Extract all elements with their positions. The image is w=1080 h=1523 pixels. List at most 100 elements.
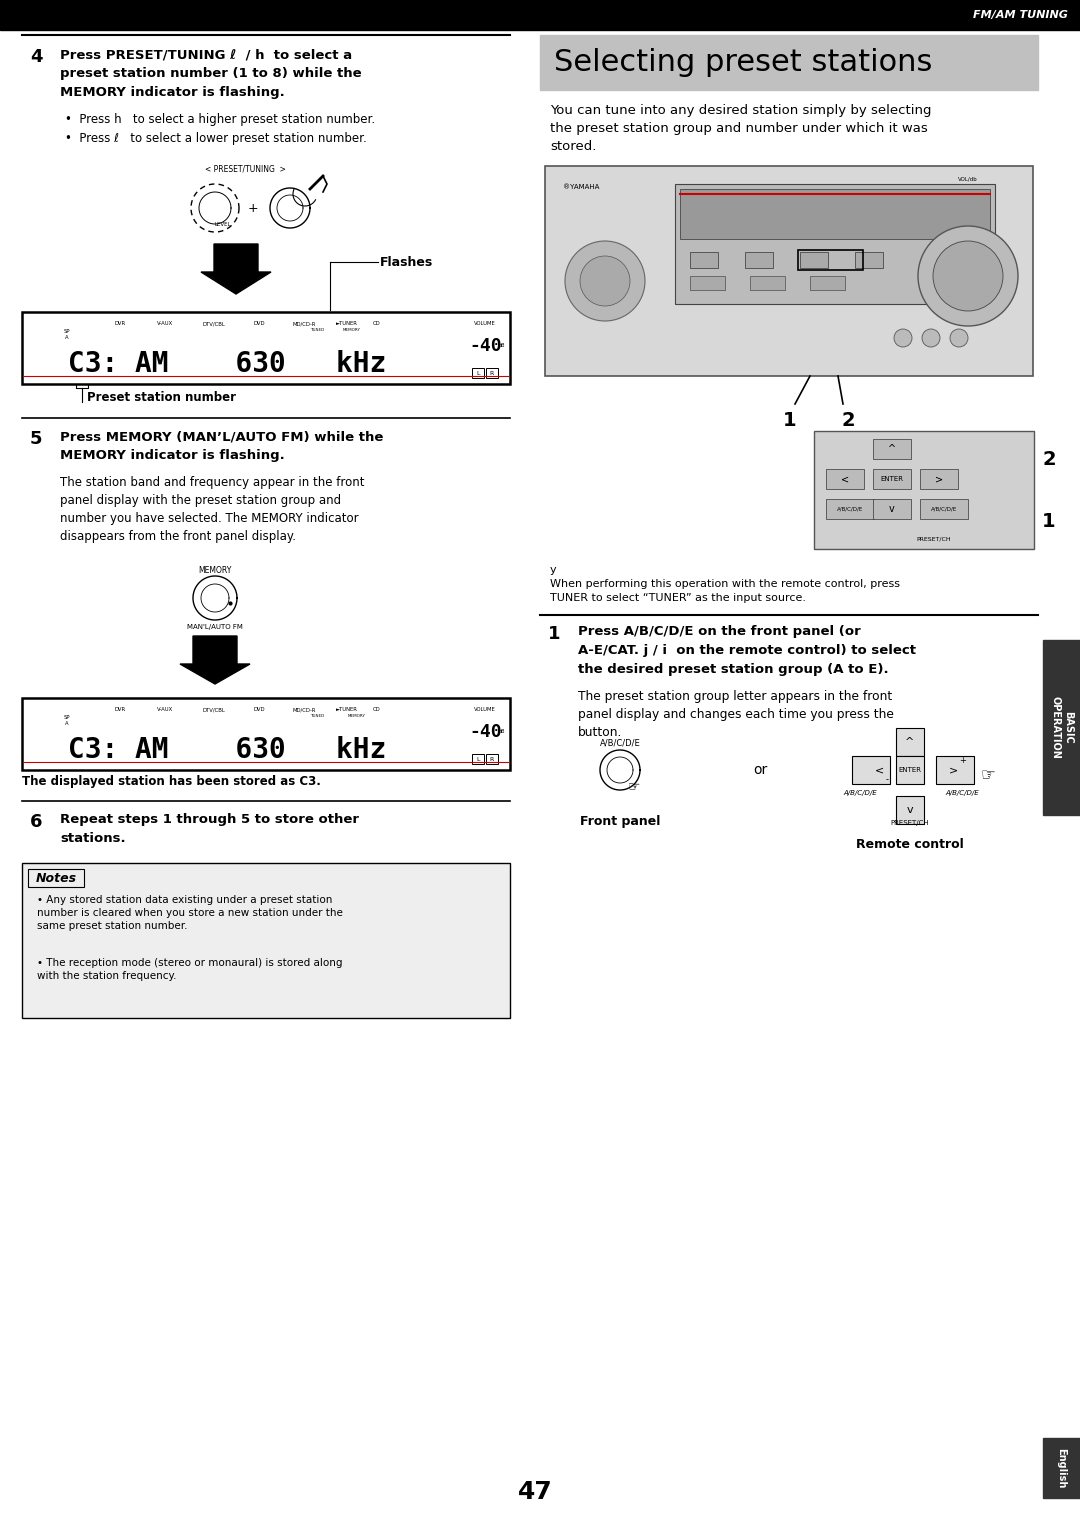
Text: The displayed station has been stored as C3.: The displayed station has been stored as… — [22, 775, 321, 787]
Text: A/B/C/D/E: A/B/C/D/E — [843, 790, 877, 797]
Text: DTV/CBL: DTV/CBL — [203, 321, 226, 326]
Bar — [814, 431, 1034, 548]
Text: BASIC
OPERATION: BASIC OPERATION — [1050, 696, 1072, 758]
Circle shape — [922, 329, 940, 347]
Bar — [920, 469, 958, 489]
Bar — [800, 251, 828, 268]
Text: 1: 1 — [783, 411, 797, 429]
Text: DVR: DVR — [114, 707, 125, 711]
Bar — [896, 755, 924, 784]
Text: VOLUME: VOLUME — [474, 707, 496, 711]
Text: stored.: stored. — [550, 140, 596, 152]
Text: V-AUX: V-AUX — [157, 321, 173, 326]
Text: v: v — [907, 806, 914, 815]
Text: A/B/C/D/E: A/B/C/D/E — [837, 507, 863, 512]
Bar — [540, 35, 1038, 90]
Text: MAN'L/AUTO FM: MAN'L/AUTO FM — [187, 624, 243, 631]
Text: v: v — [889, 504, 895, 513]
Text: L: L — [476, 370, 480, 376]
Bar — [1043, 1438, 1080, 1499]
Text: Flashes: Flashes — [380, 256, 433, 268]
Bar — [22, 864, 510, 1017]
Text: SP
A: SP A — [64, 329, 70, 340]
Bar — [0, 0, 1080, 30]
Text: MD/CD-R: MD/CD-R — [293, 321, 315, 326]
Text: A/B/C/D/E: A/B/C/D/E — [945, 790, 978, 797]
Text: -40: -40 — [470, 337, 502, 355]
Text: C3: AM    630   kHz: C3: AM 630 kHz — [68, 350, 386, 378]
Text: The preset station group letter appears in the front
panel display and changes e: The preset station group letter appears … — [578, 690, 894, 739]
Circle shape — [918, 225, 1018, 326]
Bar — [873, 439, 912, 458]
Text: <: < — [841, 474, 849, 484]
Text: PRESET/CH: PRESET/CH — [891, 819, 929, 825]
Text: 2: 2 — [1042, 449, 1055, 469]
Bar — [896, 797, 924, 824]
Bar — [22, 312, 510, 384]
Bar — [896, 728, 924, 755]
Text: 6: 6 — [30, 813, 42, 832]
Bar — [810, 276, 845, 289]
Text: ®YAMAHA: ®YAMAHA — [563, 184, 599, 190]
Text: A/B/C/D/E: A/B/C/D/E — [599, 739, 640, 746]
Text: ^: ^ — [888, 445, 896, 454]
Bar — [798, 250, 863, 270]
Text: >: > — [948, 765, 958, 775]
Text: •  Press ℓ   to select a lower preset station number.: • Press ℓ to select a lower preset stati… — [65, 133, 367, 145]
Bar — [750, 276, 785, 289]
Bar — [1043, 640, 1080, 815]
Text: A/B/C/D/E: A/B/C/D/E — [931, 507, 957, 512]
Text: ☞: ☞ — [627, 778, 640, 793]
Text: dB: dB — [499, 343, 505, 347]
Bar — [680, 189, 990, 239]
Text: •  Press h   to select a higher preset station number.: • Press h to select a higher preset stat… — [65, 113, 375, 126]
Text: DTV/CBL: DTV/CBL — [203, 707, 226, 711]
Text: When performing this operation with the remote control, press: When performing this operation with the … — [550, 579, 900, 589]
Bar — [486, 369, 498, 378]
Text: or: or — [753, 763, 767, 777]
Bar — [28, 870, 84, 886]
Text: R: R — [490, 757, 495, 762]
Text: -40: -40 — [470, 723, 502, 742]
Text: LEVEL: LEVEL — [215, 222, 231, 227]
Circle shape — [565, 241, 645, 321]
Text: • Any stored station data existing under a preset station
number is cleared when: • Any stored station data existing under… — [37, 896, 342, 932]
Text: < PRESET/TUNING  >: < PRESET/TUNING > — [204, 164, 285, 174]
Text: Repeat steps 1 through 5 to store other: Repeat steps 1 through 5 to store other — [60, 813, 359, 825]
Text: MEMORY: MEMORY — [343, 327, 361, 332]
Text: CD: CD — [374, 707, 381, 711]
Text: VOLUME: VOLUME — [474, 321, 496, 326]
Polygon shape — [180, 637, 249, 684]
Bar — [873, 469, 912, 489]
Text: R: R — [490, 370, 495, 376]
Bar — [472, 754, 484, 765]
Text: 5: 5 — [30, 429, 42, 448]
Text: VOL/db: VOL/db — [958, 177, 977, 181]
Circle shape — [933, 241, 1003, 311]
Text: MEMORY: MEMORY — [199, 567, 232, 576]
Bar — [22, 698, 510, 771]
Text: <: < — [875, 765, 883, 775]
Text: Press MEMORY (MAN’L/AUTO FM) while the: Press MEMORY (MAN’L/AUTO FM) while the — [60, 429, 383, 443]
Text: SP
A: SP A — [64, 714, 70, 726]
Text: A-E/CAT. j / i  on the remote control) to select: A-E/CAT. j / i on the remote control) to… — [578, 644, 916, 656]
Text: >: > — [935, 474, 943, 484]
Bar — [826, 500, 874, 519]
Text: DVD: DVD — [253, 707, 265, 711]
Circle shape — [950, 329, 968, 347]
Bar — [472, 369, 484, 378]
Bar — [690, 276, 725, 289]
Text: FM/AM TUNING: FM/AM TUNING — [973, 11, 1068, 20]
Text: +: + — [959, 755, 967, 765]
Text: ENTER: ENTER — [880, 477, 904, 481]
Text: dB: dB — [499, 730, 505, 734]
Text: 4: 4 — [30, 49, 42, 65]
Circle shape — [894, 329, 912, 347]
Bar — [690, 251, 718, 268]
Bar — [486, 754, 498, 765]
Text: Press PRESET/TUNING ℓ  / h  to select a: Press PRESET/TUNING ℓ / h to select a — [60, 49, 352, 61]
Text: Preset station number: Preset station number — [87, 391, 237, 404]
Text: V-AUX: V-AUX — [157, 707, 173, 711]
Text: MEMORY indicator is flashing.: MEMORY indicator is flashing. — [60, 85, 285, 99]
Bar — [852, 755, 890, 784]
